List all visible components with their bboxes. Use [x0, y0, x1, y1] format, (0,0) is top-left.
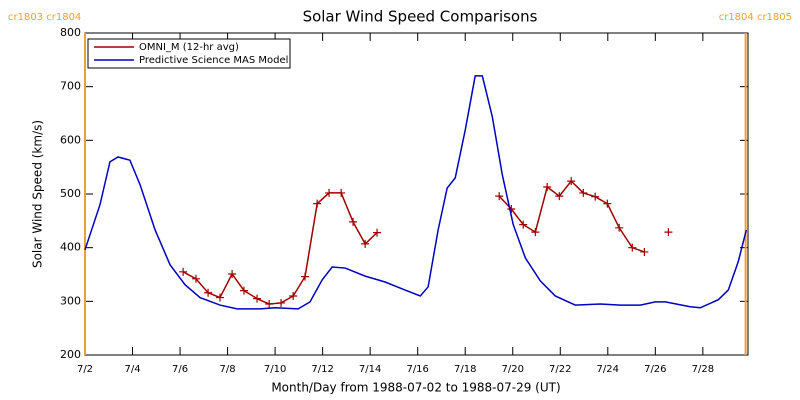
- point-marker: [253, 294, 262, 303]
- point-marker: [361, 239, 370, 248]
- legend: OMNI_M (12-hr avg) Predictive Science MAS…: [87, 38, 291, 69]
- x-tick-label: 7/24: [597, 364, 619, 375]
- y-tick-label: 800: [60, 26, 81, 39]
- point-marker: [228, 269, 237, 278]
- legend-label: Predictive Science MAS Model: [139, 55, 288, 66]
- series-line: [84, 75, 748, 310]
- point-marker: [519, 220, 528, 229]
- x-tick-label: 7/20: [502, 364, 524, 375]
- y-tick-label: 400: [60, 241, 81, 254]
- x-tick-label: 7/14: [359, 364, 381, 375]
- point-marker: [325, 188, 334, 197]
- point-marker: [543, 183, 552, 192]
- point-marker: [277, 298, 286, 307]
- point-marker: [628, 243, 637, 252]
- x-tick-label: 7/12: [311, 364, 333, 375]
- point-marker: [591, 192, 600, 201]
- point-marker: [373, 228, 382, 237]
- point-marker: [603, 199, 612, 208]
- point-marker: [507, 205, 516, 214]
- y-tick-label: 600: [60, 133, 81, 146]
- x-tick-label: 7/6: [172, 364, 188, 375]
- y-tick-label: 300: [60, 294, 81, 307]
- point-marker: [289, 291, 298, 300]
- point-marker: [301, 272, 310, 281]
- y-tick-label: 200: [60, 348, 81, 361]
- point-marker: [567, 177, 576, 186]
- legend-box: [87, 38, 291, 69]
- point-marker: [215, 293, 224, 302]
- y-axis-label: Solar Wind Speed (km/s): [31, 120, 45, 268]
- x-tick-label: 7/2: [77, 364, 93, 375]
- annotation-label: cr1804 cr1805: [719, 12, 792, 23]
- point-marker: [191, 274, 200, 283]
- point-marker: [313, 199, 322, 208]
- x-tick-label: 7/4: [124, 364, 140, 375]
- x-tick-label: 7/10: [264, 364, 286, 375]
- x-tick-label: 7/28: [692, 364, 714, 375]
- legend-label: OMNI_M (12-hr avg): [139, 42, 239, 53]
- point-marker: [555, 192, 564, 201]
- x-axis-label: Month/Day from 1988-07-02 to 1988-07-29 …: [271, 381, 560, 395]
- point-marker: [337, 188, 346, 197]
- point-marker: [615, 223, 624, 232]
- point-marker: [531, 228, 540, 237]
- x-tick-label: 7/18: [454, 364, 476, 375]
- point-marker: [265, 300, 274, 309]
- annotation-label: cr1803 cr1804: [8, 12, 81, 23]
- point-marker: [664, 228, 673, 237]
- point-marker: [204, 288, 213, 297]
- point-marker: [579, 188, 588, 197]
- point-marker: [349, 217, 358, 226]
- x-tick-label: 7/22: [549, 364, 571, 375]
- x-tick-label: 7/8: [220, 364, 236, 375]
- y-tick-label: 700: [60, 80, 81, 93]
- point-marker: [239, 286, 248, 295]
- point-marker: [640, 247, 649, 256]
- x-tick-label: 7/16: [406, 364, 428, 375]
- y-tick-label: 500: [60, 187, 81, 200]
- x-tick-label: 7/26: [644, 364, 666, 375]
- point-marker: [179, 267, 188, 276]
- chart-title: Solar Wind Speed Comparisons: [303, 8, 538, 26]
- point-marker: [495, 192, 504, 201]
